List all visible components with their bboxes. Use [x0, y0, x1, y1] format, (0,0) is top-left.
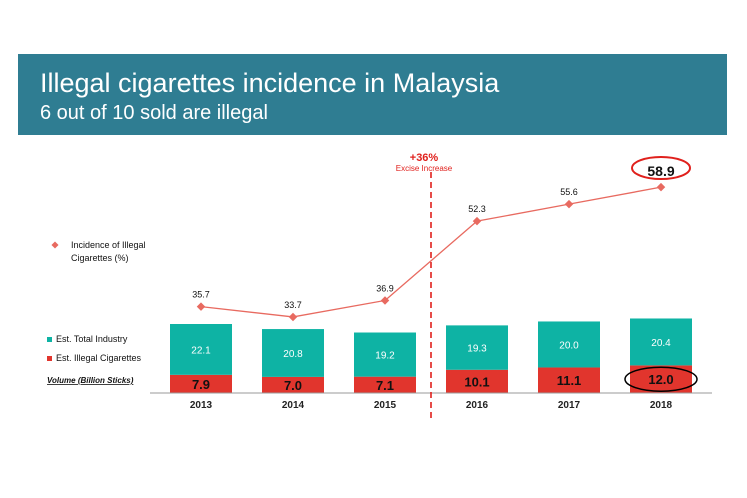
bar-illegal-2013 — [170, 374, 232, 393]
bar-label-total-2018: 20.4 — [651, 338, 671, 349]
bar-label-illegal-2017: 11.1 — [557, 373, 582, 388]
page-subtitle: 6 out of 10 sold are illegal — [40, 102, 268, 124]
excise-increase-label: Excise Increase — [396, 164, 453, 173]
legend-line-marker — [51, 241, 59, 249]
x-tick-2013: 2013 — [190, 400, 213, 411]
incidence-point-2016 — [472, 216, 482, 226]
bar-illegal-2015 — [354, 376, 416, 393]
volume-unit-label: Volume (Billion Sticks) — [47, 376, 134, 385]
bar-total-2016 — [446, 325, 508, 370]
bar-illegal-2017 — [538, 367, 600, 393]
incidence-label-2015: 36.9 — [376, 283, 394, 293]
incidence-label-2014: 33.7 — [284, 300, 302, 310]
bar-total-2015 — [354, 332, 416, 377]
bar-label-total-2016: 19.3 — [467, 344, 487, 355]
incidence-point-2015 — [380, 296, 390, 305]
x-tick-2018: 2018 — [650, 400, 673, 411]
x-tick-2015: 2015 — [374, 400, 397, 411]
legend-total-label: Est. Total Industry — [56, 334, 128, 344]
bar-label-illegal-2018: 12.0 — [648, 372, 673, 387]
bar-label-illegal-2015: 7.1 — [376, 378, 394, 393]
legend-illegal-swatch — [47, 356, 52, 361]
incidence-point-2017 — [564, 199, 574, 209]
bar-label-illegal-2013: 7.9 — [192, 377, 210, 392]
page-title: Illegal cigarettes incidence in Malaysia — [40, 68, 500, 98]
bar-illegal-2016 — [446, 369, 508, 393]
incidence-label-2013: 35.7 — [192, 290, 210, 300]
bar-label-total-2015: 19.2 — [375, 351, 395, 362]
excise-increase-percent: +36% — [410, 152, 439, 164]
bar-label-total-2017: 20.0 — [559, 340, 579, 351]
bar-total-2017 — [538, 321, 600, 368]
title-banner: Illegal cigarettes incidence in Malaysia… — [18, 54, 727, 135]
incidence-point-2013 — [196, 302, 206, 311]
x-tick-2014: 2014 — [282, 400, 305, 411]
highlight-ellipse-illegal — [624, 366, 698, 392]
incidence-label-2018: 58.9 — [647, 163, 674, 179]
incidence-point-2014 — [288, 312, 298, 322]
bar-illegal-2014 — [262, 376, 324, 393]
highlight-ellipse-incidence — [631, 156, 691, 180]
incidence-line — [200, 186, 662, 318]
bar-total-2018 — [630, 318, 692, 366]
bar-total-2014 — [262, 329, 324, 377]
legend-total-swatch — [47, 337, 52, 342]
bar-label-illegal-2014: 7.0 — [284, 378, 302, 393]
x-tick-2017: 2017 — [558, 400, 581, 411]
incidence-point-2018 — [656, 182, 666, 192]
legend-line-label-2: Cigarettes (%) — [71, 253, 129, 263]
incidence-label-2016: 52.3 — [468, 204, 486, 214]
bar-total-2013 — [170, 324, 232, 375]
bar-label-total-2013: 22.1 — [191, 345, 211, 356]
bar-label-total-2014: 20.8 — [283, 349, 303, 360]
legend-illegal-label: Est. Illegal Cigarettes — [56, 353, 142, 363]
legend-line-label-1: Incidence of Illegal — [71, 240, 146, 250]
bar-label-illegal-2016: 10.1 — [464, 374, 489, 389]
incidence-label-2017: 55.6 — [560, 187, 578, 197]
x-tick-2016: 2016 — [466, 400, 489, 411]
